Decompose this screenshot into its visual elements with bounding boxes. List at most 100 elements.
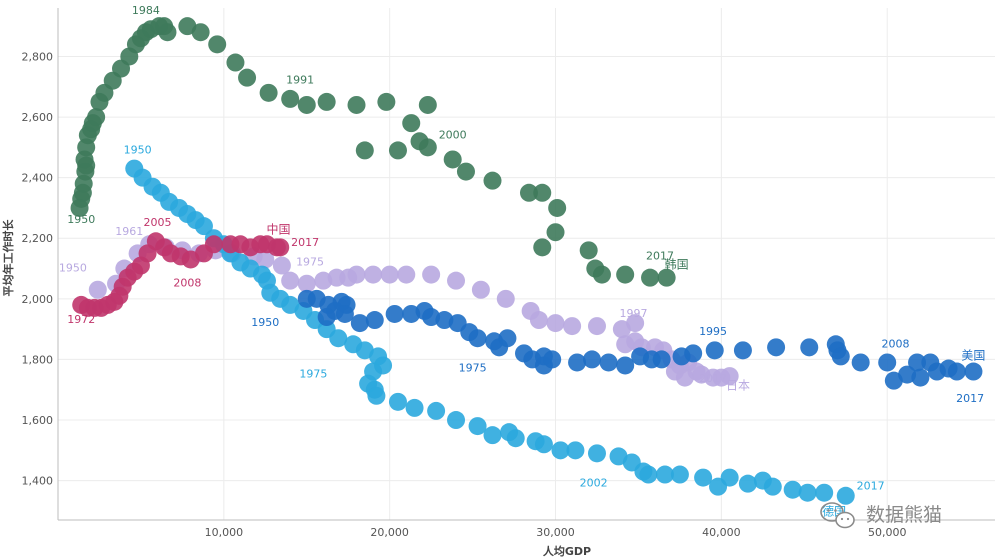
year-label: 1972 xyxy=(67,313,95,326)
data-point xyxy=(87,108,106,127)
data-point xyxy=(665,362,684,381)
data-point xyxy=(297,95,316,114)
data-point xyxy=(800,338,819,357)
data-point xyxy=(271,238,290,257)
data-point xyxy=(908,353,927,372)
wechat-icon xyxy=(820,502,855,529)
data-point xyxy=(684,344,703,363)
data-point xyxy=(506,429,525,448)
data-point xyxy=(447,271,466,290)
data-point xyxy=(380,265,399,284)
data-point xyxy=(456,162,475,181)
data-point xyxy=(329,329,348,348)
year-label: 1950 xyxy=(251,316,279,329)
year-label: 1950 xyxy=(67,213,95,226)
data-point xyxy=(483,171,502,190)
data-point xyxy=(468,417,487,436)
y-tick-label: 2,600 xyxy=(22,111,54,124)
data-point xyxy=(388,392,407,411)
series-2 xyxy=(125,159,855,505)
year-label: 2017 xyxy=(699,372,727,385)
series-name-label: 韩国 xyxy=(665,257,689,272)
data-point xyxy=(88,280,107,299)
series-name-label: 美国 xyxy=(961,348,985,362)
year-label: 1975 xyxy=(296,256,324,269)
data-point xyxy=(498,329,517,348)
data-point xyxy=(670,465,689,484)
year-label: 1950 xyxy=(59,262,87,275)
data-point xyxy=(911,368,930,387)
year-label: 1984 xyxy=(132,4,160,17)
data-point xyxy=(468,329,487,348)
data-point xyxy=(405,398,424,417)
data-point xyxy=(641,268,660,287)
watermark: 数据熊猫 xyxy=(820,502,942,529)
year-label: 1950 xyxy=(124,143,152,156)
year-label: 2005 xyxy=(144,216,172,229)
y-tick-label: 1,800 xyxy=(22,353,54,366)
y-tick-label: 2,000 xyxy=(22,293,54,306)
data-point xyxy=(422,265,441,284)
data-point xyxy=(592,265,611,284)
series-name-label: 日本 xyxy=(726,379,750,393)
x-tick-label: 40,000 xyxy=(702,526,741,539)
data-point xyxy=(579,241,598,260)
data-point xyxy=(767,338,786,357)
data-point xyxy=(798,483,817,502)
data-point xyxy=(365,311,384,330)
data-point xyxy=(568,353,587,372)
year-label: 1997 xyxy=(619,307,647,320)
data-point xyxy=(947,362,966,381)
data-point xyxy=(204,235,223,254)
annotations: 1950 1961 1975 1997 2017 1950 1975 2002 2017 1950… xyxy=(59,4,986,518)
data-point xyxy=(471,280,490,299)
data-point xyxy=(551,441,570,460)
data-point xyxy=(599,353,618,372)
data-points xyxy=(70,17,983,505)
data-point xyxy=(350,314,369,333)
data-point xyxy=(335,304,354,323)
data-point xyxy=(733,341,752,360)
year-label: 1975 xyxy=(459,362,487,375)
data-point xyxy=(259,83,278,102)
data-point xyxy=(281,271,300,290)
year-label: 2017 xyxy=(857,480,885,493)
y-tick-label: 2,400 xyxy=(22,172,54,185)
data-point xyxy=(566,441,585,460)
data-point xyxy=(738,474,757,493)
data-point xyxy=(447,411,466,430)
data-point xyxy=(534,435,553,454)
data-point xyxy=(851,353,870,372)
year-label: 2008 xyxy=(173,277,201,290)
data-point xyxy=(720,468,739,487)
data-point xyxy=(616,356,635,375)
data-point xyxy=(720,367,739,386)
data-point xyxy=(483,426,502,445)
data-point xyxy=(616,265,635,284)
data-point xyxy=(964,362,983,381)
data-point xyxy=(543,350,562,369)
year-label: 2017 xyxy=(646,249,674,262)
data-point xyxy=(529,311,548,330)
data-point xyxy=(655,465,674,484)
data-point xyxy=(402,114,421,133)
series-name-label: 中国 xyxy=(267,222,291,237)
gridlines xyxy=(58,8,995,520)
series-5 xyxy=(72,232,290,317)
data-point xyxy=(616,335,635,354)
x-axis-title: 人均GDP xyxy=(543,544,591,558)
data-point xyxy=(297,274,316,293)
axes xyxy=(57,8,995,521)
data-point xyxy=(317,92,336,111)
data-point xyxy=(496,289,515,308)
year-label: 1995 xyxy=(699,325,727,338)
data-point xyxy=(238,68,257,87)
y-tick-label: 2,800 xyxy=(22,50,54,63)
data-point xyxy=(563,317,582,336)
data-point xyxy=(364,265,383,284)
data-point xyxy=(626,314,645,333)
year-label: 1975 xyxy=(299,368,327,381)
data-point xyxy=(546,223,565,242)
data-point xyxy=(533,183,552,202)
data-point xyxy=(281,89,300,108)
